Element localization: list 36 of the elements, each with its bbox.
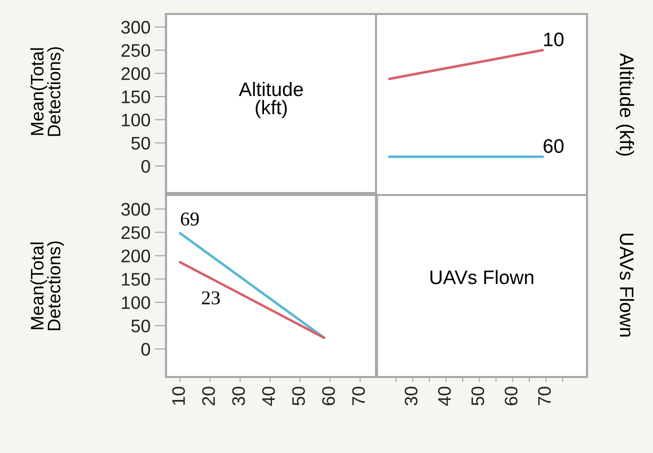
x-tick-label: 60	[504, 386, 518, 406]
y-tick-label: 50	[131, 136, 150, 150]
text: UAVs Flown	[620, 234, 634, 337]
y-tick-label: 250	[122, 44, 150, 57]
y-tick-label: 300	[121, 20, 150, 34]
x-tick-label: 70	[538, 386, 551, 406]
series-label: 60	[544, 139, 564, 153]
x-tick-label: 50	[292, 386, 305, 406]
x-tick-label: 10	[172, 386, 185, 405]
series-label: 23	[202, 291, 220, 304]
y-axis-title: Mean(Total Detections)	[30, 241, 64, 330]
annotation: UAVs Flown	[430, 270, 534, 284]
series-label: 69	[180, 212, 199, 226]
y-tick-label: 250	[122, 226, 150, 240]
y-tick-label: 300	[121, 202, 150, 216]
x-tick-label: 30	[232, 386, 245, 406]
x-tick-label: 70	[352, 386, 365, 406]
annotation: Altitude (kft)	[238, 82, 303, 118]
x-tick-label: 60	[322, 386, 335, 406]
y-tick-label: 0	[141, 160, 150, 173]
y-tick-label: 200	[122, 67, 150, 80]
y-tick-label: 100	[122, 114, 150, 126]
y-tick-label: 100	[122, 296, 150, 310]
y-tick-label: 200	[122, 250, 150, 262]
y-axis-title: Mean(Total Detections)	[30, 47, 64, 136]
text: Altitude (kft)	[616, 53, 634, 156]
y-tick-label: 50	[131, 320, 150, 332]
x-tick-label: 20	[202, 386, 215, 406]
y-tick-label: 0	[141, 342, 150, 356]
y-tick-label: 150	[122, 90, 150, 104]
x-tick-label: 40	[262, 386, 275, 406]
x-tick-label: 40	[438, 386, 451, 406]
series-label: 10	[544, 32, 564, 46]
x-tick-label: 50	[471, 386, 484, 406]
y-tick-label: 150	[122, 272, 150, 286]
x-tick-label: 30	[404, 386, 418, 406]
